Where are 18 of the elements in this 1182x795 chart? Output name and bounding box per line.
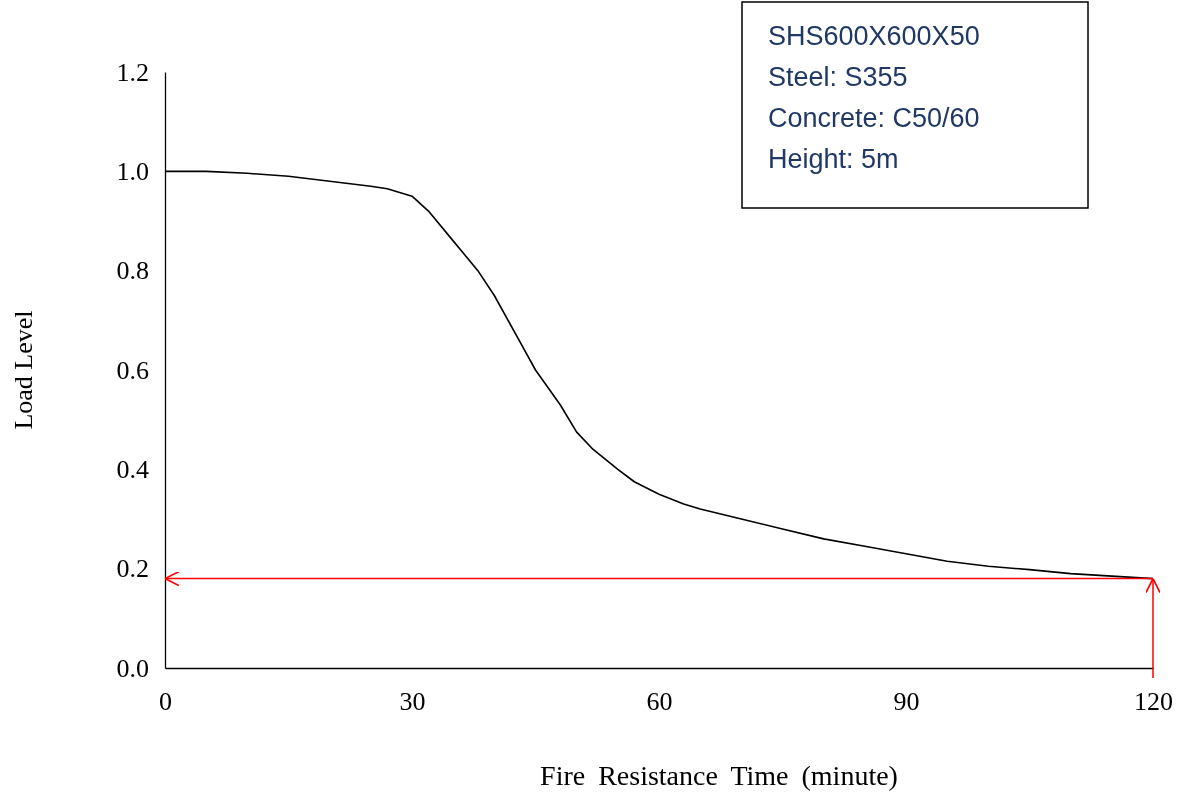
y-tick-label: 0.4 [116,455,149,485]
x-tick-label: 120 [1134,687,1173,717]
x-tick-label: 90 [893,687,920,717]
annotation: Concrete: C50/60 [768,103,980,133]
annotation: Height: 5m [768,144,899,174]
text-box: SHS600X600X50 Steel: S355 Concrete: C50/60 Height: 5m [741,1,1089,209]
y-tick-label: 0.0 [116,653,149,683]
x-tick-label: 30 [399,687,426,717]
y-tick-label: 1.2 [116,57,149,87]
y-axis-title: Load Level [9,310,38,430]
y-tick-label: 0.6 [116,355,149,385]
x-axis-title: Fire Resistance Time (minute) [540,760,898,791]
x-tick-label: 0 [159,687,172,717]
y-tick-label: 0.2 [116,554,149,584]
x-tick-label: 60 [646,687,673,717]
annotation: Steel: S355 [768,62,908,92]
y-tick-label: 1.0 [116,157,149,187]
y-tick-label: 0.8 [116,256,149,286]
